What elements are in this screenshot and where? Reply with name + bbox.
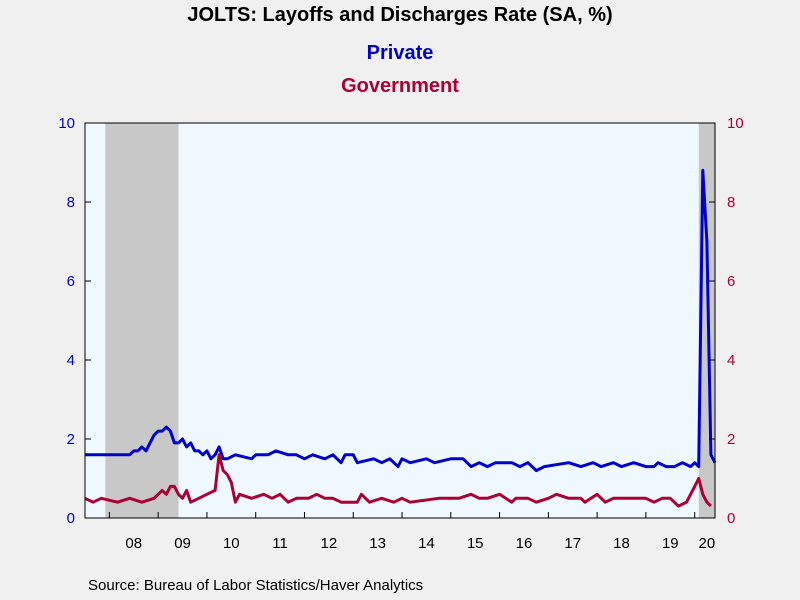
x-tick-label-9: 17 (564, 535, 581, 552)
x-tick-label-8: 16 (516, 535, 533, 552)
y-right-tick-label-5: 10 (727, 115, 744, 132)
y-left-tick-label-0: 0 (67, 510, 75, 527)
x-tick-label-12: 20 (699, 535, 716, 552)
source-note: Source: Bureau of Labor Statistics/Haver… (88, 577, 424, 594)
chart-title: JOLTS: Layoffs and Discharges Rate (SA, … (187, 4, 613, 26)
series-line-government (84, 453, 712, 508)
plot-area (85, 123, 715, 518)
y-left-tick-label-3: 6 (67, 273, 75, 290)
y-left-tick-label-4: 8 (67, 194, 75, 211)
y-right-tick-label-3: 6 (727, 273, 735, 290)
y-left-tick-label-5: 10 (58, 115, 75, 132)
x-tick-label-3: 11 (272, 535, 288, 552)
series-lines (84, 168, 717, 508)
x-tick-label-1: 09 (174, 535, 191, 552)
x-tick-label-4: 12 (321, 535, 338, 552)
x-tick-label-10: 18 (613, 535, 630, 552)
y-right-tick-label-0: 0 (727, 510, 735, 527)
y-right-tick-label-2: 4 (727, 352, 735, 369)
x-tick-label-7: 15 (467, 535, 484, 552)
y-axis-right: 0 2 4 6 8 10 (709, 115, 744, 527)
y-axis-left: 0 2 4 6 8 10 (58, 115, 91, 527)
x-tick-label-0: 08 (125, 535, 142, 552)
x-tick-label-5: 13 (369, 535, 386, 552)
y-right-tick-label-4: 8 (727, 194, 735, 211)
series-line-private (85, 168, 717, 473)
x-axis: 08 09 10 11 12 13 14 15 16 17 18 19 20 (108, 512, 716, 552)
y-left-tick-label-2: 4 (67, 352, 75, 369)
x-tick-label-2: 10 (223, 535, 240, 552)
y-right-tick-label-1: 2 (727, 431, 735, 448)
legend-private: Private (366, 42, 434, 64)
x-tick-label-11: 19 (662, 535, 679, 552)
y-left-tick-label-1: 2 (67, 431, 75, 448)
plot-border (84, 122, 716, 519)
legend-government: Government (341, 75, 459, 97)
x-tick-label-6: 14 (418, 535, 435, 552)
recession-band-0 (105, 123, 179, 518)
